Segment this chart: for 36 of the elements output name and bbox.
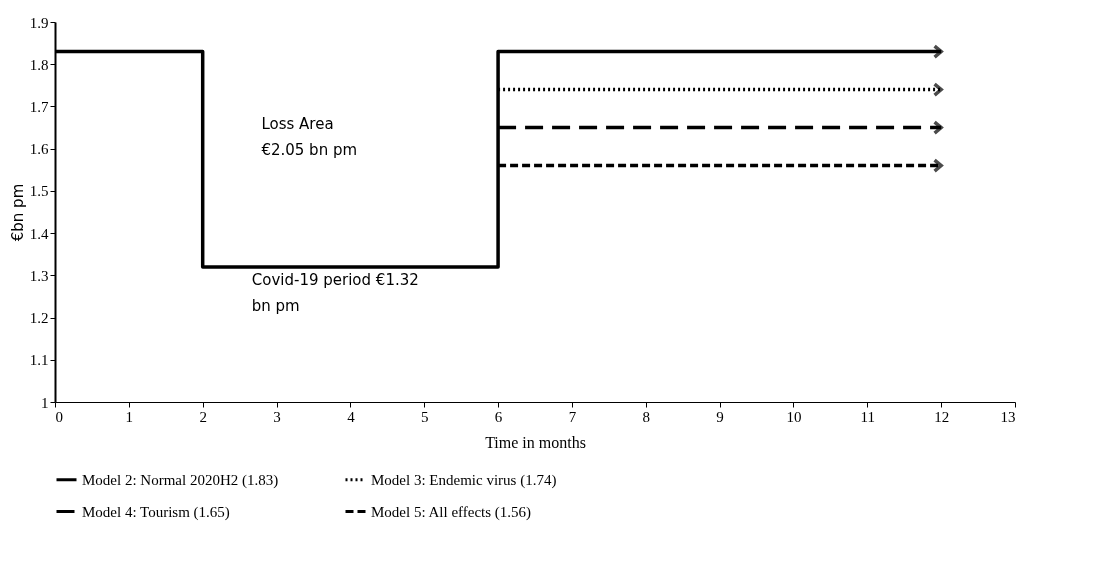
x-axis-title: Time in months (485, 433, 586, 451)
legend-label: Model 5: All effects (1.56) (371, 503, 532, 521)
y-tick-label: 1.4 (29, 225, 49, 242)
point (932, 44, 943, 59)
x-tick-label: 8 (642, 408, 651, 425)
y-tick-label: 1.6 (29, 141, 49, 158)
annotation: Loss Area €2.05 bn pm (261, 115, 358, 159)
x-tick-label: 11 (860, 408, 876, 425)
x-tick-label: 5 (420, 408, 429, 425)
x-tick-label: 9 (716, 408, 724, 425)
y-axis-title: €bn pm (8, 183, 27, 242)
x-tick-label: 12 (934, 408, 950, 425)
y-tick-label: 1.3 (29, 267, 49, 284)
x-tick-label: 3 (273, 408, 281, 425)
x-tick-label: 0 (55, 408, 63, 425)
x-tick-label: 6 (494, 408, 503, 425)
y-tick-label: 1.1 (29, 352, 49, 369)
y-tick-label: 1.5 (29, 183, 49, 200)
annotation: Covid-19 period €1.32 bn pm (251, 270, 419, 315)
y-tick-label: 1.9 (29, 14, 49, 31)
x-tick-label: 2 (199, 408, 207, 425)
x-tick-label: 1 (125, 408, 134, 425)
y-tick-label: 1.8 (29, 56, 49, 73)
x-tick-label: 13 (1000, 408, 1016, 425)
legend-label: Model 4: Tourism (1.65) (82, 503, 230, 521)
x-tick-label: 4 (347, 408, 356, 425)
point (932, 120, 943, 135)
y-tick-label: 1.2 (29, 310, 49, 327)
x-tick-label: 10 (786, 408, 802, 425)
legend-label: Model 2: Normal 2020H2 (1.83) (82, 471, 279, 489)
point (932, 82, 943, 97)
legend-label: Model 3: Endemic virus (1.74) (371, 471, 557, 489)
y-tick-label: 1 (41, 394, 49, 411)
point (932, 158, 943, 173)
y-tick-label: 1.7 (29, 98, 49, 115)
x-tick-label: 7 (568, 408, 577, 425)
